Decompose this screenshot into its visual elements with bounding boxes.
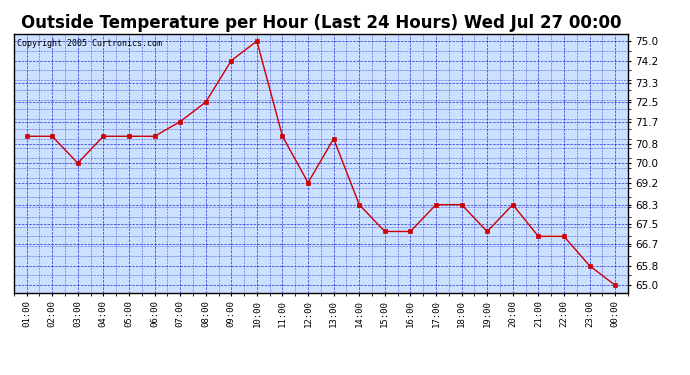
Text: Copyright 2005 Curtronics.com: Copyright 2005 Curtronics.com: [17, 39, 162, 48]
Title: Outside Temperature per Hour (Last 24 Hours) Wed Jul 27 00:00: Outside Temperature per Hour (Last 24 Ho…: [21, 14, 621, 32]
